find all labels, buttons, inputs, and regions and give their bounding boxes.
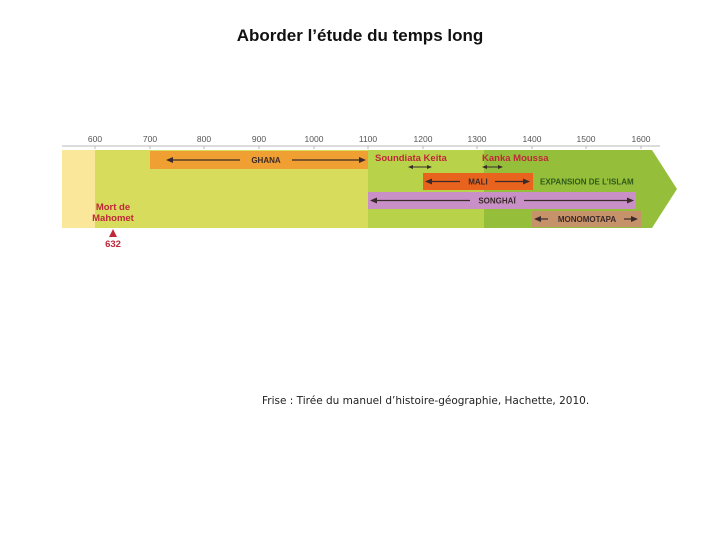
tick-label: 1500: [577, 134, 596, 144]
monomotapa-band: [532, 211, 641, 227]
event-year: 632: [105, 239, 121, 250]
songhai-band: [368, 192, 636, 209]
tick-label: 1200: [414, 134, 433, 144]
mali-band: [423, 173, 533, 190]
songhai-label: SONGHAÏ: [478, 197, 516, 206]
islam-expansion-label: EXPANSION DE L’ISLAM: [540, 178, 634, 187]
tick-label: 600: [88, 134, 102, 144]
band-pale-yellow: [62, 150, 95, 228]
ghana-band: [150, 151, 368, 169]
tick-label: 800: [197, 134, 211, 144]
ghana-label: GHANA: [251, 156, 281, 165]
tick-label: 900: [252, 134, 266, 144]
figure-caption: Frise : Tirée du manuel d’histoire-géogr…: [262, 395, 590, 407]
soundiata-label: Soundiata Keita: [375, 153, 448, 164]
tick-label: 1300: [468, 134, 487, 144]
tick-label: 1000: [305, 134, 324, 144]
event-marker-icon: [109, 229, 117, 237]
event-label-line2: Mahomet: [92, 213, 135, 224]
tick-label: 1600: [632, 134, 651, 144]
monomotapa-label: MONOMOTAPA: [558, 215, 617, 224]
tick-label: 1400: [523, 134, 542, 144]
mali-label: MALI: [468, 178, 488, 187]
event-label-line1: Mort de: [96, 202, 130, 213]
tick-label: 700: [143, 134, 157, 144]
kanka-moussa-label: Kanka Moussa: [482, 153, 549, 164]
axis-ticks: 600 700 800 900 1000 1100 1200 1300 1400…: [88, 134, 651, 149]
tick-label: 1100: [359, 134, 378, 144]
page-title: Aborder l’étude du temps long: [236, 26, 484, 45]
